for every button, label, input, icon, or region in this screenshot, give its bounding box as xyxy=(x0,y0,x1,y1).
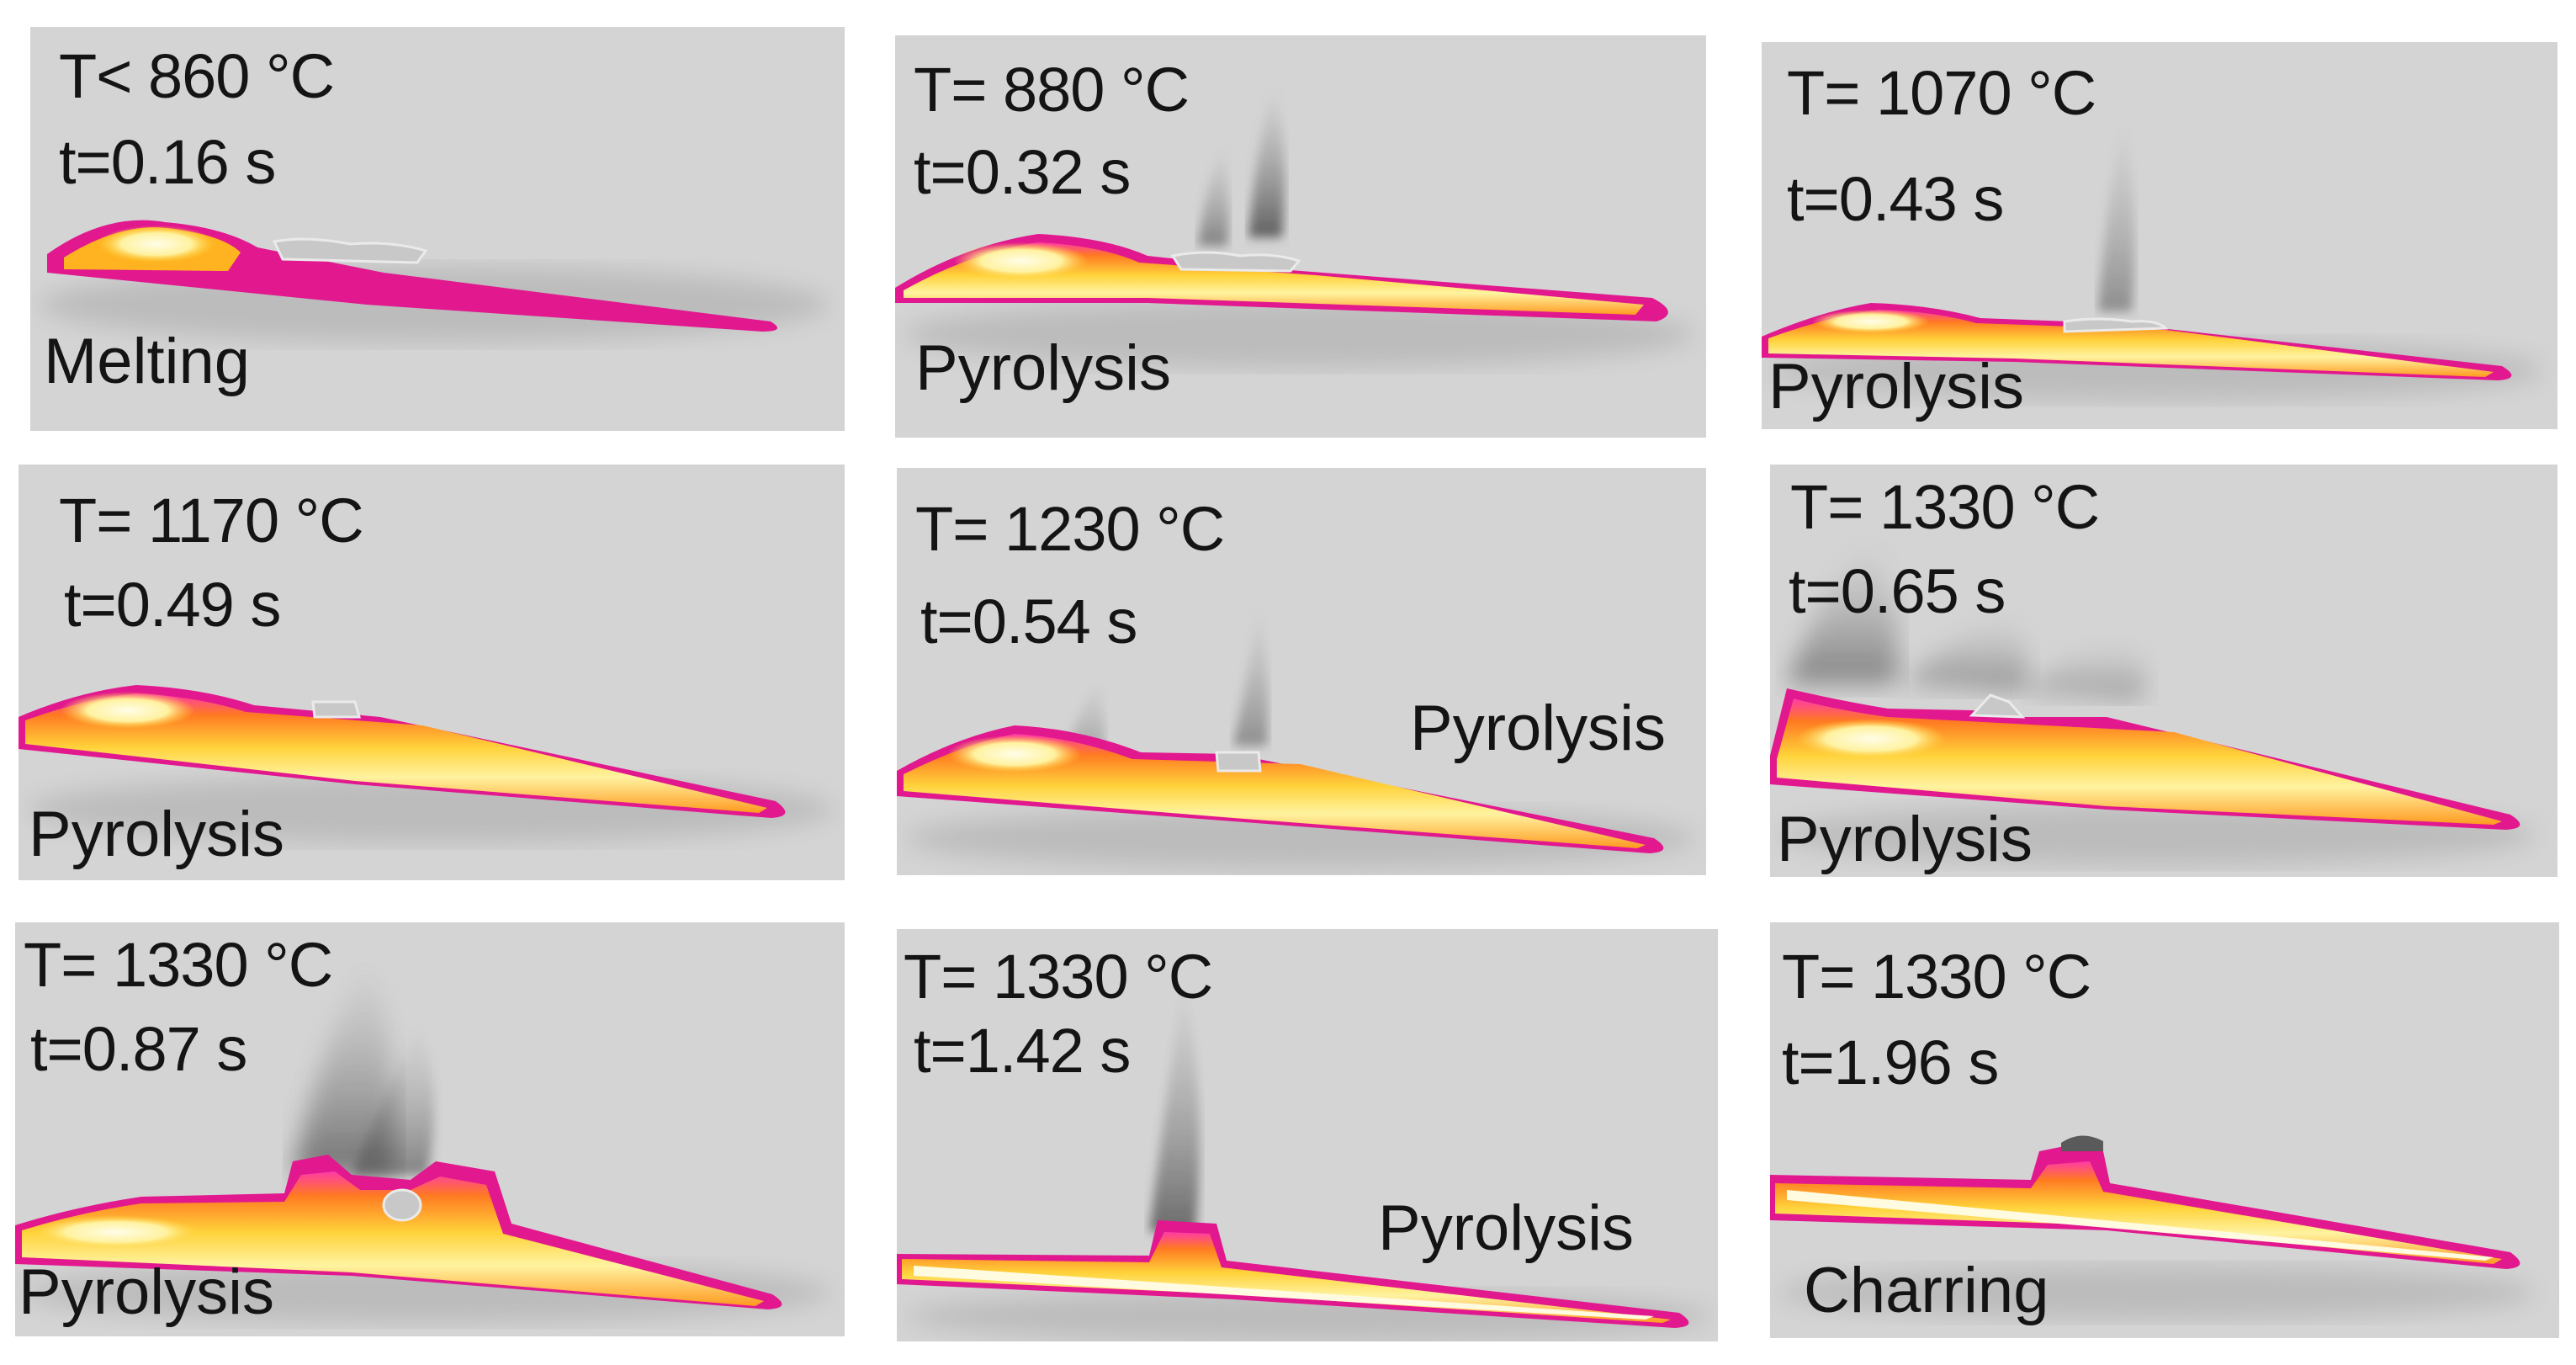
time-label: t=0.32 s xyxy=(914,137,1131,207)
temperature-label: T= 880 °C xyxy=(914,55,1190,125)
frame-panel-9: T= 1330 °C t=1.96 s Charring xyxy=(1770,922,2559,1338)
stage-label: Charring xyxy=(1804,1255,2049,1326)
frame-panel-6: T= 1330 °C t=0.65 s Pyrolysis xyxy=(1770,465,2557,877)
frame-panel-1: T< 860 °C t=0.16 s Melting xyxy=(30,27,845,431)
frame-panel-2: T= 880 °C t=0.32 s Pyrolysis xyxy=(895,35,1706,438)
stage-label: Pyrolysis xyxy=(915,332,1172,404)
melt-pool-graphic xyxy=(1762,118,2544,401)
stage-label: Pyrolysis xyxy=(1777,804,2033,875)
time-label: t=0.87 s xyxy=(30,1014,247,1084)
melt-pool-graphic xyxy=(895,86,1694,368)
temperature-label: T< 860 °C xyxy=(59,41,335,111)
stage-label: Pyrolysis xyxy=(1378,1192,1635,1264)
time-label: t=0.65 s xyxy=(1789,556,2006,626)
stage-label: Melting xyxy=(44,326,250,397)
melt-pool-graphic xyxy=(39,220,830,343)
frame-panel-7: T= 1330 °C t=0.87 s Pyrolysis xyxy=(15,922,845,1336)
time-label: t=0.16 s xyxy=(59,127,276,197)
melt-pool-graphic xyxy=(19,685,835,843)
time-label: t=0.43 s xyxy=(1787,164,2004,234)
time-label: t=0.49 s xyxy=(64,570,281,640)
frame-panel-8: T= 1330 °C t=1.42 s Pyrolysis xyxy=(897,929,1718,1341)
temperature-label: T= 1330 °C xyxy=(904,942,1213,1012)
melt-pool-graphic xyxy=(1770,540,2536,865)
frame-panel-5: T= 1230 °C t=0.54 s Pyrolysis xyxy=(897,468,1706,875)
stage-label: Pyrolysis xyxy=(1410,693,1667,764)
stage-label: Pyrolysis xyxy=(29,799,285,870)
temperature-label: T= 1330 °C xyxy=(1790,472,2100,542)
time-label: t=1.42 s xyxy=(914,1016,1131,1086)
time-label: t=0.54 s xyxy=(920,587,1137,656)
temperature-label: T= 1330 °C xyxy=(24,930,333,1000)
stage-label: Pyrolysis xyxy=(1768,351,2025,422)
melt-pool-graphic xyxy=(15,956,831,1323)
time-label: t=1.96 s xyxy=(1782,1028,1999,1097)
temperature-label: T= 1230 °C xyxy=(915,494,1225,564)
frame-panel-4: T= 1170 °C t=0.49 s Pyrolysis xyxy=(19,465,845,880)
melt-pool-graphic xyxy=(897,980,1713,1341)
frame-panel-3: T= 1070 °C t=0.43 s Pyrolysis xyxy=(1762,42,2557,429)
melt-pool-graphic xyxy=(897,603,1696,868)
melt-pool-graphic xyxy=(1770,1135,2536,1320)
temperature-label: T= 1170 °C xyxy=(59,486,364,555)
stage-label: Pyrolysis xyxy=(19,1256,275,1328)
temperature-label: T= 1070 °C xyxy=(1787,58,2096,128)
temperature-label: T= 1330 °C xyxy=(1782,942,2091,1012)
